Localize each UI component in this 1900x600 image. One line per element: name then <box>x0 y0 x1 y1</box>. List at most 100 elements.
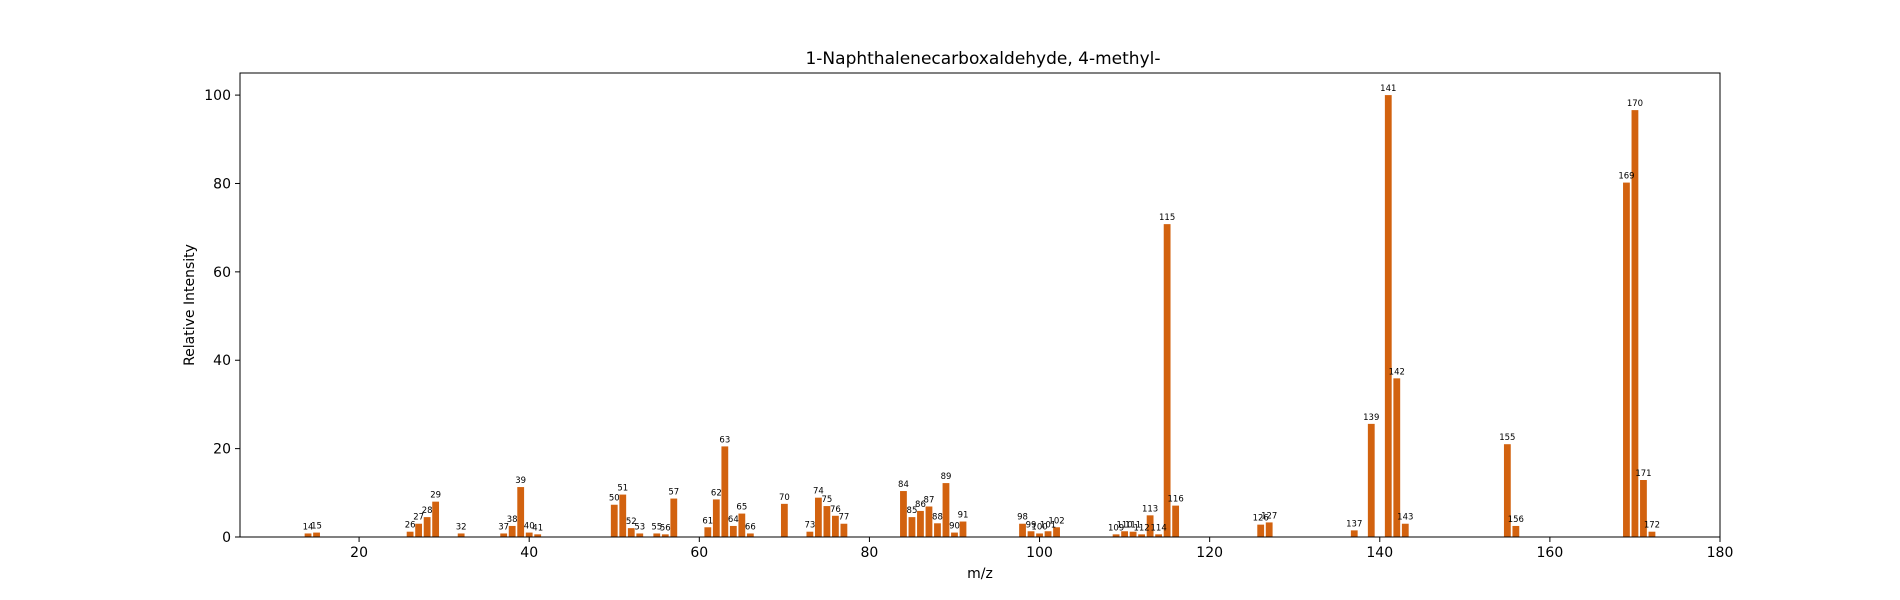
y-axis: 0 20 40 60 80 100 <box>204 88 240 546</box>
peak-label-156: 156 <box>1508 515 1524 525</box>
bar-mz-38 <box>508 525 516 537</box>
peak-label-65: 65 <box>736 503 747 513</box>
peak-label-126: 126 <box>1253 514 1269 524</box>
peak-label-61: 61 <box>702 516 713 526</box>
bar-mz-137 <box>1350 530 1358 537</box>
peak-label-52: 52 <box>626 517 637 527</box>
peak-label-63: 63 <box>719 435 730 445</box>
bars-layer <box>304 95 1656 538</box>
y-tick-label-80: 80 <box>213 176 231 192</box>
peak-label-41: 41 <box>532 523 543 533</box>
bar-mz-102 <box>1053 527 1060 537</box>
x-tick-label-180: 180 <box>1707 545 1734 561</box>
bar-mz-85 <box>908 517 916 537</box>
bar-mz-142 <box>1393 378 1401 537</box>
bar-mz-74 <box>814 497 822 537</box>
chart-title: 1-Naphthalenecarboxaldehyde, 4-methyl- <box>805 49 1160 69</box>
peak-label-66: 66 <box>745 522 756 532</box>
peak-label-15: 15 <box>311 522 322 532</box>
peak-label-114: 114 <box>1151 523 1167 533</box>
peak-label-40: 40 <box>524 522 535 532</box>
bar-mz-114 <box>1155 534 1163 537</box>
peak-label-14: 14 <box>303 522 314 532</box>
bar-mz-26 <box>406 531 414 537</box>
bar-mz-169 <box>1623 182 1630 537</box>
bar-mz-63 <box>721 446 729 537</box>
peak-label-171: 171 <box>1635 469 1651 479</box>
bar-mz-88 <box>934 523 941 537</box>
bar-mz-40 <box>525 532 533 537</box>
bar-mz-99 <box>1027 531 1035 537</box>
peak-label-53: 53 <box>634 522 645 532</box>
peak-label-75: 75 <box>821 495 832 505</box>
x-tick-label-100: 100 <box>1026 545 1053 561</box>
bar-mz-101 <box>1044 531 1052 537</box>
plot-frame <box>239 72 1721 538</box>
peak-label-116: 116 <box>1168 495 1184 505</box>
peak-label-127: 127 <box>1261 511 1277 521</box>
bar-mz-171 <box>1640 479 1647 537</box>
peak-label-110: 110 <box>1116 520 1132 530</box>
bar-mz-90 <box>951 532 958 537</box>
bar-mz-111 <box>1129 531 1137 537</box>
bar-mz-73 <box>806 531 814 537</box>
peak-label-115: 115 <box>1159 213 1175 223</box>
bar-mz-29 <box>432 501 440 537</box>
bar-mz-56 <box>661 534 669 537</box>
bar-mz-32 <box>457 533 465 537</box>
bar-mz-170 <box>1631 110 1639 538</box>
peak-label-70: 70 <box>779 493 790 503</box>
x-tick-label-60: 60 <box>690 545 708 561</box>
y-tick-label-0: 0 <box>222 530 231 546</box>
peak-label-73: 73 <box>804 521 815 531</box>
peak-label-76: 76 <box>830 505 841 515</box>
x-tick-label-140: 140 <box>1366 545 1393 561</box>
peak-label-100: 100 <box>1031 522 1047 532</box>
bar-mz-110 <box>1121 531 1128 537</box>
x-tick-label-40: 40 <box>520 545 538 561</box>
bar-mz-113 <box>1146 515 1154 537</box>
x-tick-label-80: 80 <box>861 545 879 561</box>
peak-label-37: 37 <box>498 522 509 532</box>
peak-label-51: 51 <box>617 484 628 494</box>
bar-mz-62 <box>712 499 720 537</box>
peak-label-137: 137 <box>1346 519 1362 529</box>
bar-mz-15 <box>313 532 320 537</box>
peak-label-74: 74 <box>813 487 824 497</box>
peak-label-113: 113 <box>1142 504 1158 514</box>
peak-label-99: 99 <box>1026 520 1037 530</box>
peak-label-142: 142 <box>1389 367 1405 377</box>
y-tick-label-100: 100 <box>204 88 231 104</box>
bar-mz-86 <box>917 510 924 537</box>
peak-label-32: 32 <box>456 522 467 532</box>
peak-label-139: 139 <box>1363 413 1379 423</box>
bar-mz-77 <box>840 523 848 537</box>
peak-label-88: 88 <box>932 512 943 522</box>
peak-label-172: 172 <box>1644 521 1660 531</box>
y-tick-label-40: 40 <box>213 353 231 369</box>
bar-mz-28 <box>423 517 431 537</box>
peak-label-85: 85 <box>907 506 918 516</box>
bar-mz-27 <box>415 523 423 537</box>
bar-mz-116 <box>1172 505 1180 537</box>
bar-mz-50 <box>610 504 618 537</box>
peak-label-98: 98 <box>1017 513 1028 523</box>
peak-label-169: 169 <box>1618 172 1634 182</box>
peak-label-38: 38 <box>507 515 518 525</box>
bar-mz-53 <box>636 533 644 537</box>
bar-mz-64 <box>729 525 737 537</box>
peak-label-56: 56 <box>660 523 671 533</box>
bar-mz-55 <box>653 533 661 537</box>
x-axis-label: m/z <box>967 566 993 582</box>
bar-mz-139 <box>1367 423 1375 537</box>
bar-mz-172 <box>1648 531 1656 537</box>
bar-mz-39 <box>517 487 525 537</box>
bar-mz-98 <box>1019 523 1026 537</box>
peak-label-64: 64 <box>728 515 739 525</box>
bar-mz-155 <box>1503 444 1511 537</box>
peak-label-84: 84 <box>898 480 909 490</box>
y-axis-label: Relative Intensity <box>182 244 198 366</box>
x-tick-label-20: 20 <box>350 545 368 561</box>
peak-label-57: 57 <box>668 488 679 498</box>
